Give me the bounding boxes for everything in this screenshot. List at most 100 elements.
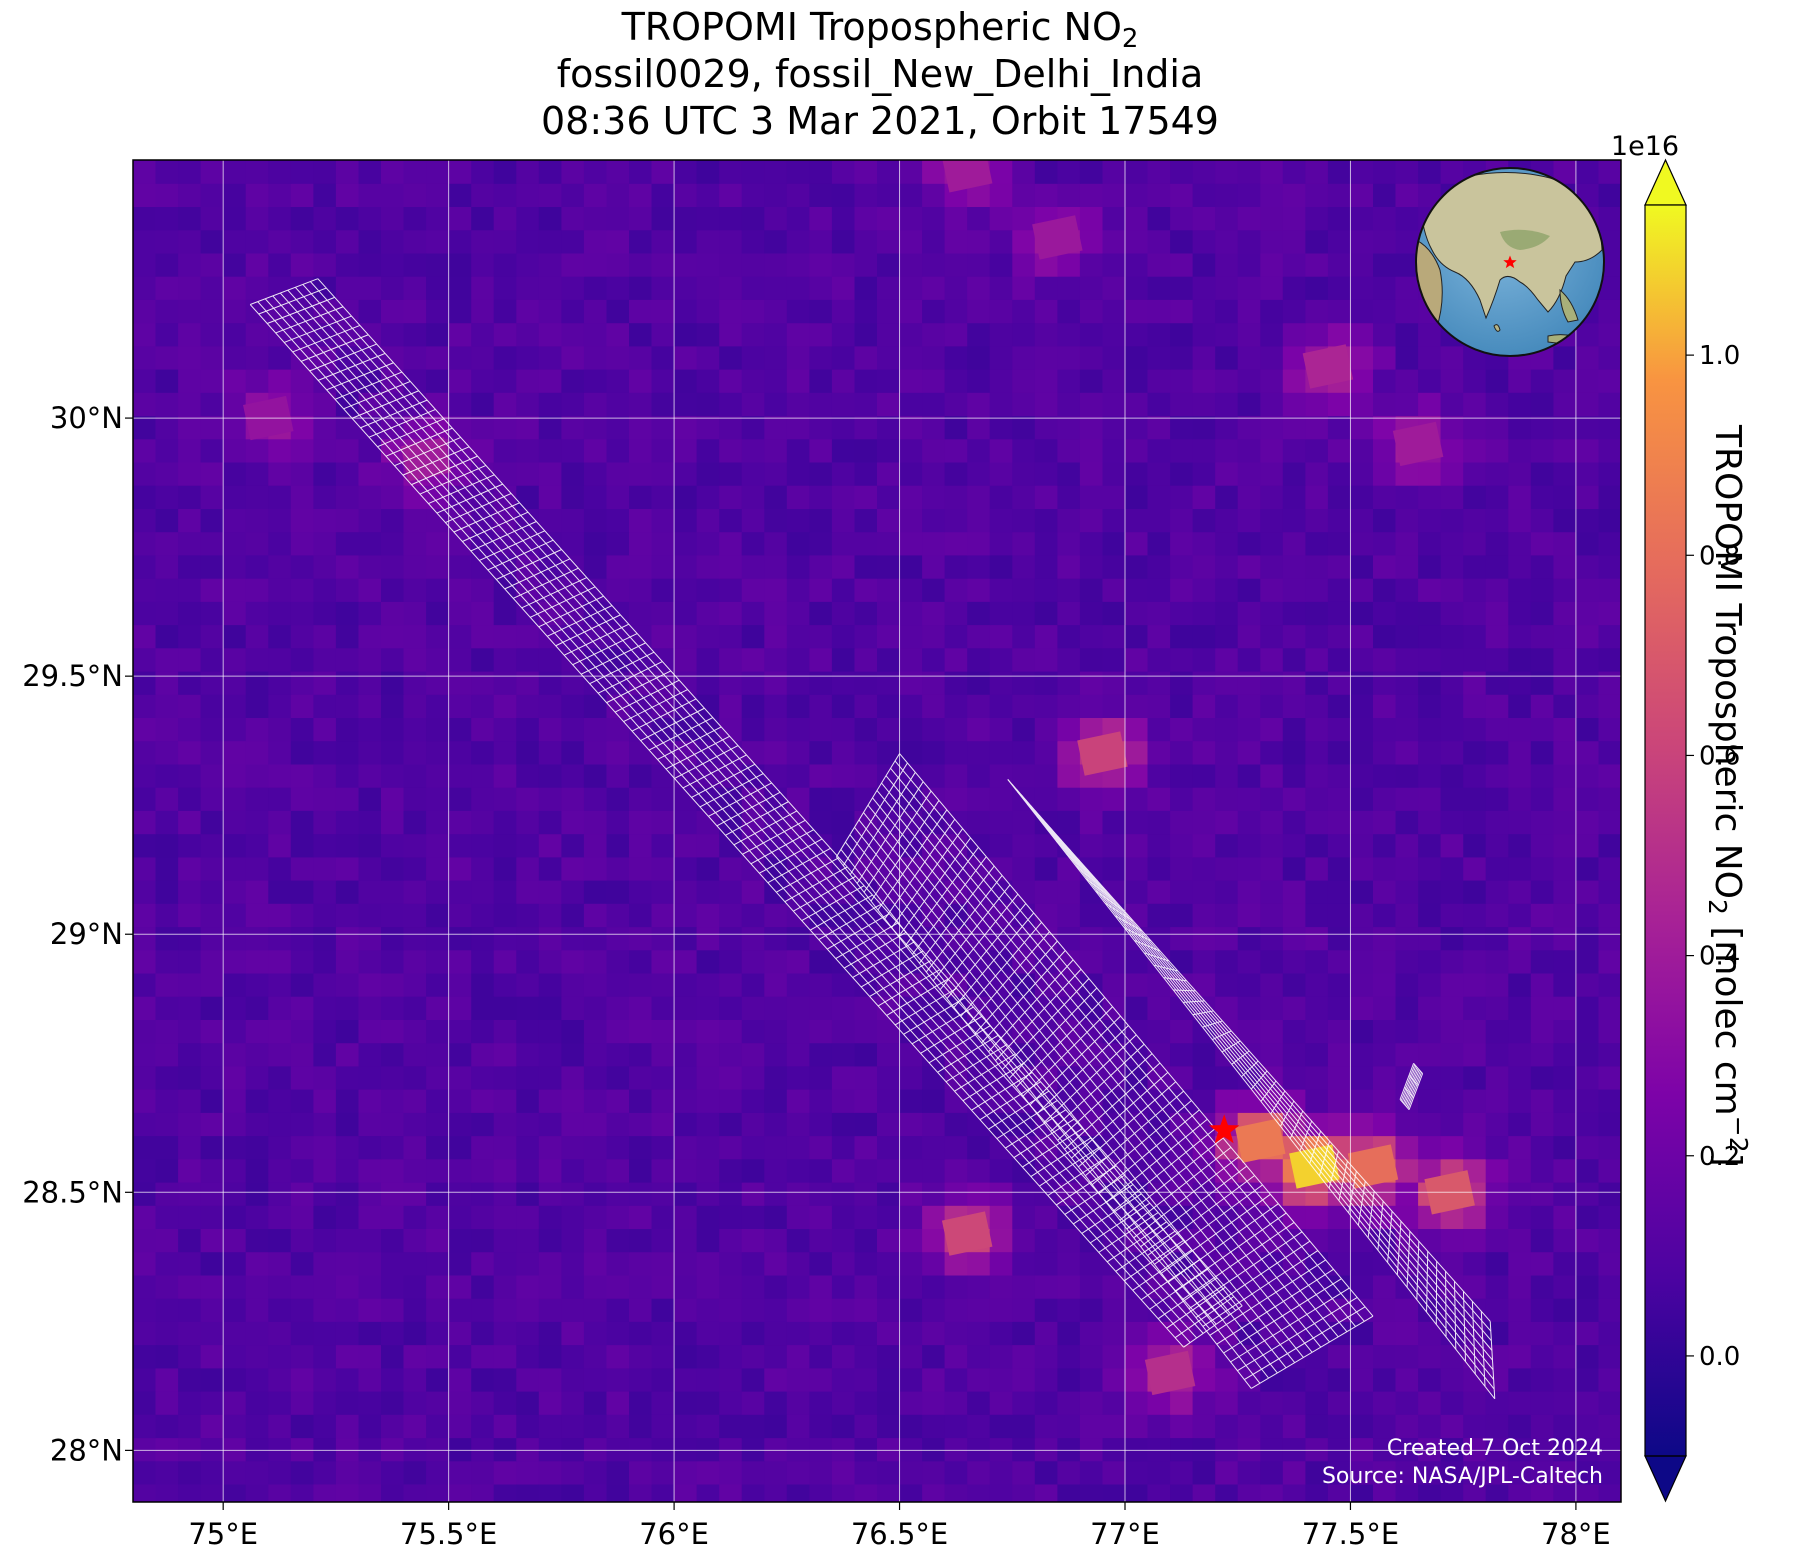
no2-pixel <box>358 949 382 974</box>
no2-pixel <box>313 1507 336 1531</box>
no2-pixel <box>786 1228 810 1253</box>
no2-pixel <box>1350 183 1374 207</box>
no2-pixel <box>899 1414 923 1439</box>
no2-pixel <box>358 1367 382 1392</box>
no2-pixel <box>1440 694 1464 718</box>
no2-pixel <box>1079 1089 1103 1113</box>
no2-pixel <box>629 1321 653 1346</box>
no2-pixel <box>1079 926 1103 951</box>
no2-pixel <box>133 276 134 300</box>
no2-pixel <box>245 1158 269 1183</box>
no2-pixel <box>719 1298 743 1322</box>
no2-pixel <box>1125 1391 1149 1415</box>
no2-pixel <box>831 160 855 184</box>
no2-pixel <box>1553 1065 1577 1090</box>
no2-pixel <box>831 1274 855 1299</box>
no2-pixel <box>1598 415 1621 440</box>
no2-pixel <box>854 229 878 254</box>
no2-pixel <box>899 345 923 370</box>
colorbar-tick-label: 1.0 <box>1699 341 1740 371</box>
no2-pixel <box>1485 1391 1509 1415</box>
no2-pixel <box>358 740 382 765</box>
no2-pixel <box>1057 392 1081 417</box>
no2-pixel <box>1373 1042 1397 1067</box>
no2-pixel <box>448 740 472 765</box>
no2-pixel <box>1530 369 1554 393</box>
no2-pixel <box>967 1391 991 1415</box>
no2-pixel <box>403 206 427 231</box>
no2-pixel <box>1553 1414 1577 1439</box>
no2-pixel <box>471 229 495 254</box>
no2-pixel <box>1057 1321 1081 1346</box>
no2-pixel <box>561 299 585 324</box>
no2-pixel <box>1034 369 1058 393</box>
no2-pixel <box>133 1321 134 1346</box>
no2-pixel <box>133 1089 157 1113</box>
no2-pixel <box>1012 1251 1036 1276</box>
no2-pixel <box>1575 1205 1599 1229</box>
no2-pixel <box>831 1414 855 1439</box>
no2-pixel <box>651 1042 675 1067</box>
no2-pixel <box>809 485 833 509</box>
no2-pixel <box>381 671 405 695</box>
no2-pixel <box>629 322 653 347</box>
no2-pixel <box>607 1530 630 1550</box>
no2-pixel <box>1373 276 1397 300</box>
no2-pixel <box>719 206 743 231</box>
no2-pixel <box>583 392 607 417</box>
no2-pixel <box>1012 1367 1036 1392</box>
no2-pixel <box>1079 508 1103 533</box>
no2-pixel <box>741 252 765 277</box>
no2-pixel <box>133 1112 157 1137</box>
no2-pixel <box>809 392 833 417</box>
no2-pixel <box>1012 856 1036 881</box>
no2-pixel <box>358 810 382 835</box>
no2-pixel <box>200 1344 224 1369</box>
no2-pixel <box>1215 647 1239 672</box>
no2-pixel <box>538 926 562 951</box>
no2-pixel <box>1282 996 1306 1020</box>
no2-pixel <box>245 345 269 370</box>
no2-pixel <box>245 1344 269 1369</box>
no2-pixel <box>719 485 743 509</box>
no2-pixel <box>426 1251 450 1276</box>
no2-pixel <box>1012 345 1036 370</box>
no2-pixel <box>313 856 337 881</box>
no2-pixel <box>403 1019 427 1044</box>
no2-pixel <box>1079 322 1103 347</box>
no2-pixel <box>561 183 585 207</box>
no2-pixel <box>1034 1414 1058 1439</box>
no2-pixel <box>1125 206 1149 231</box>
no2-pixel <box>1350 485 1374 509</box>
no2-pixel <box>606 949 630 974</box>
no2-pixel <box>854 322 878 347</box>
no2-pixel <box>764 1483 788 1502</box>
no2-pixel <box>133 1135 134 1160</box>
no2-pixel <box>1463 787 1487 811</box>
no2-pixel <box>133 1344 157 1369</box>
no2-pixel <box>1440 160 1464 184</box>
no2-pixel <box>493 1182 517 1206</box>
no2-pixel <box>583 299 607 324</box>
x-tick-label: 77°E <box>1090 1517 1160 1550</box>
no2-pixel <box>178 1182 202 1206</box>
no2-pixel <box>1350 299 1374 324</box>
no2-pixel <box>674 1483 698 1502</box>
no2-pixel <box>1373 996 1397 1020</box>
no2-pixel <box>538 1112 562 1137</box>
no2-pixel <box>741 1321 765 1346</box>
no2-pixel <box>877 578 901 602</box>
no2-pixel <box>854 1367 878 1392</box>
no2-pixel <box>1282 1205 1306 1229</box>
no2-pixel <box>200 160 224 184</box>
no2-pixel <box>922 578 946 602</box>
no2-pixel <box>1373 949 1397 974</box>
no2-pixel <box>358 160 382 184</box>
no2-pixel <box>1215 1019 1239 1044</box>
no2-pixel <box>268 183 292 207</box>
no2-pixel <box>1463 369 1487 393</box>
no2-pixel <box>989 833 1013 858</box>
no2-pixel <box>358 1135 382 1160</box>
no2-pixel <box>696 949 720 974</box>
no2-pixel <box>1012 810 1036 835</box>
